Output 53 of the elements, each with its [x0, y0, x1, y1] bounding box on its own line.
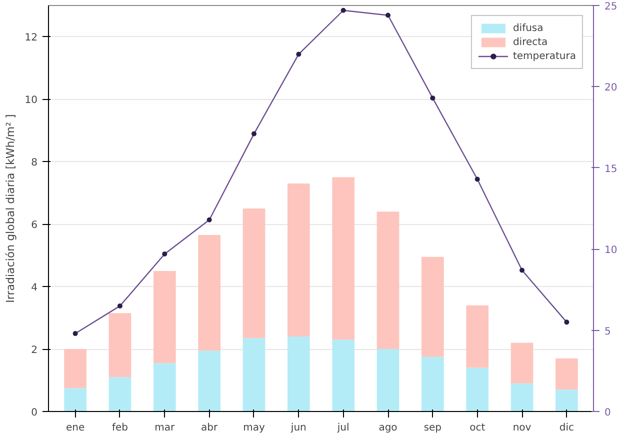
bar [108, 377, 132, 412]
y2-tick-label: 5 [604, 326, 611, 338]
bar [510, 383, 534, 412]
y-tick-label: 0 [31, 408, 38, 418]
bar [466, 368, 489, 412]
x-tick-label: oct [470, 422, 486, 434]
y-tick-label: 12 [24, 32, 38, 44]
bar [376, 349, 400, 412]
y2-tick-label: 0 [604, 408, 611, 418]
x-tick-label: mar [154, 422, 176, 434]
x-tick-label: feb [112, 422, 128, 434]
y2-tick-label: 20 [604, 82, 618, 94]
bar [287, 184, 310, 337]
y2-tick-label: 15 [604, 164, 618, 175]
bar [422, 356, 444, 412]
x-tick-label: jun [290, 422, 306, 434]
legend-label: temperatura [512, 50, 576, 62]
bar [198, 235, 220, 351]
x-tick-label: nov [512, 422, 532, 434]
bar [153, 270, 176, 364]
bar [510, 342, 534, 384]
x-tick-label: ago [378, 422, 398, 434]
bar [376, 212, 400, 350]
x-tick-label: jul [336, 422, 350, 434]
bar [556, 390, 578, 412]
bar [287, 336, 310, 412]
y2-tick-label: 25 [604, 2, 618, 12]
bar [242, 338, 266, 412]
bar [64, 388, 86, 412]
y-tick-label: 4 [31, 282, 38, 294]
y-tick-label: 8 [31, 158, 38, 169]
x-tick-label: dic [559, 422, 574, 434]
bar [108, 313, 132, 378]
bar [466, 305, 489, 368]
x-tick-label: ene [66, 422, 85, 434]
bar [64, 349, 86, 388]
x-tick-label: abr [201, 422, 218, 434]
bar [332, 340, 355, 412]
x-tick-label: may [243, 422, 265, 434]
y-axis-title: Irradiación global diaria [kWh/m² ] [4, 114, 17, 303]
bar [556, 358, 578, 390]
y-tick-label: 2 [31, 345, 38, 356]
x-tick-label: sep [424, 422, 442, 434]
bar [198, 350, 220, 412]
y2-tick-label: 10 [604, 245, 618, 256]
bar [332, 177, 355, 340]
legend-label: directa [512, 36, 548, 48]
y-tick-label: 10 [24, 95, 38, 106]
y-tick-label: 6 [31, 220, 38, 232]
bar [422, 256, 444, 357]
bar [242, 208, 266, 338]
bar [153, 363, 176, 412]
legend-label: difusa [512, 22, 544, 34]
